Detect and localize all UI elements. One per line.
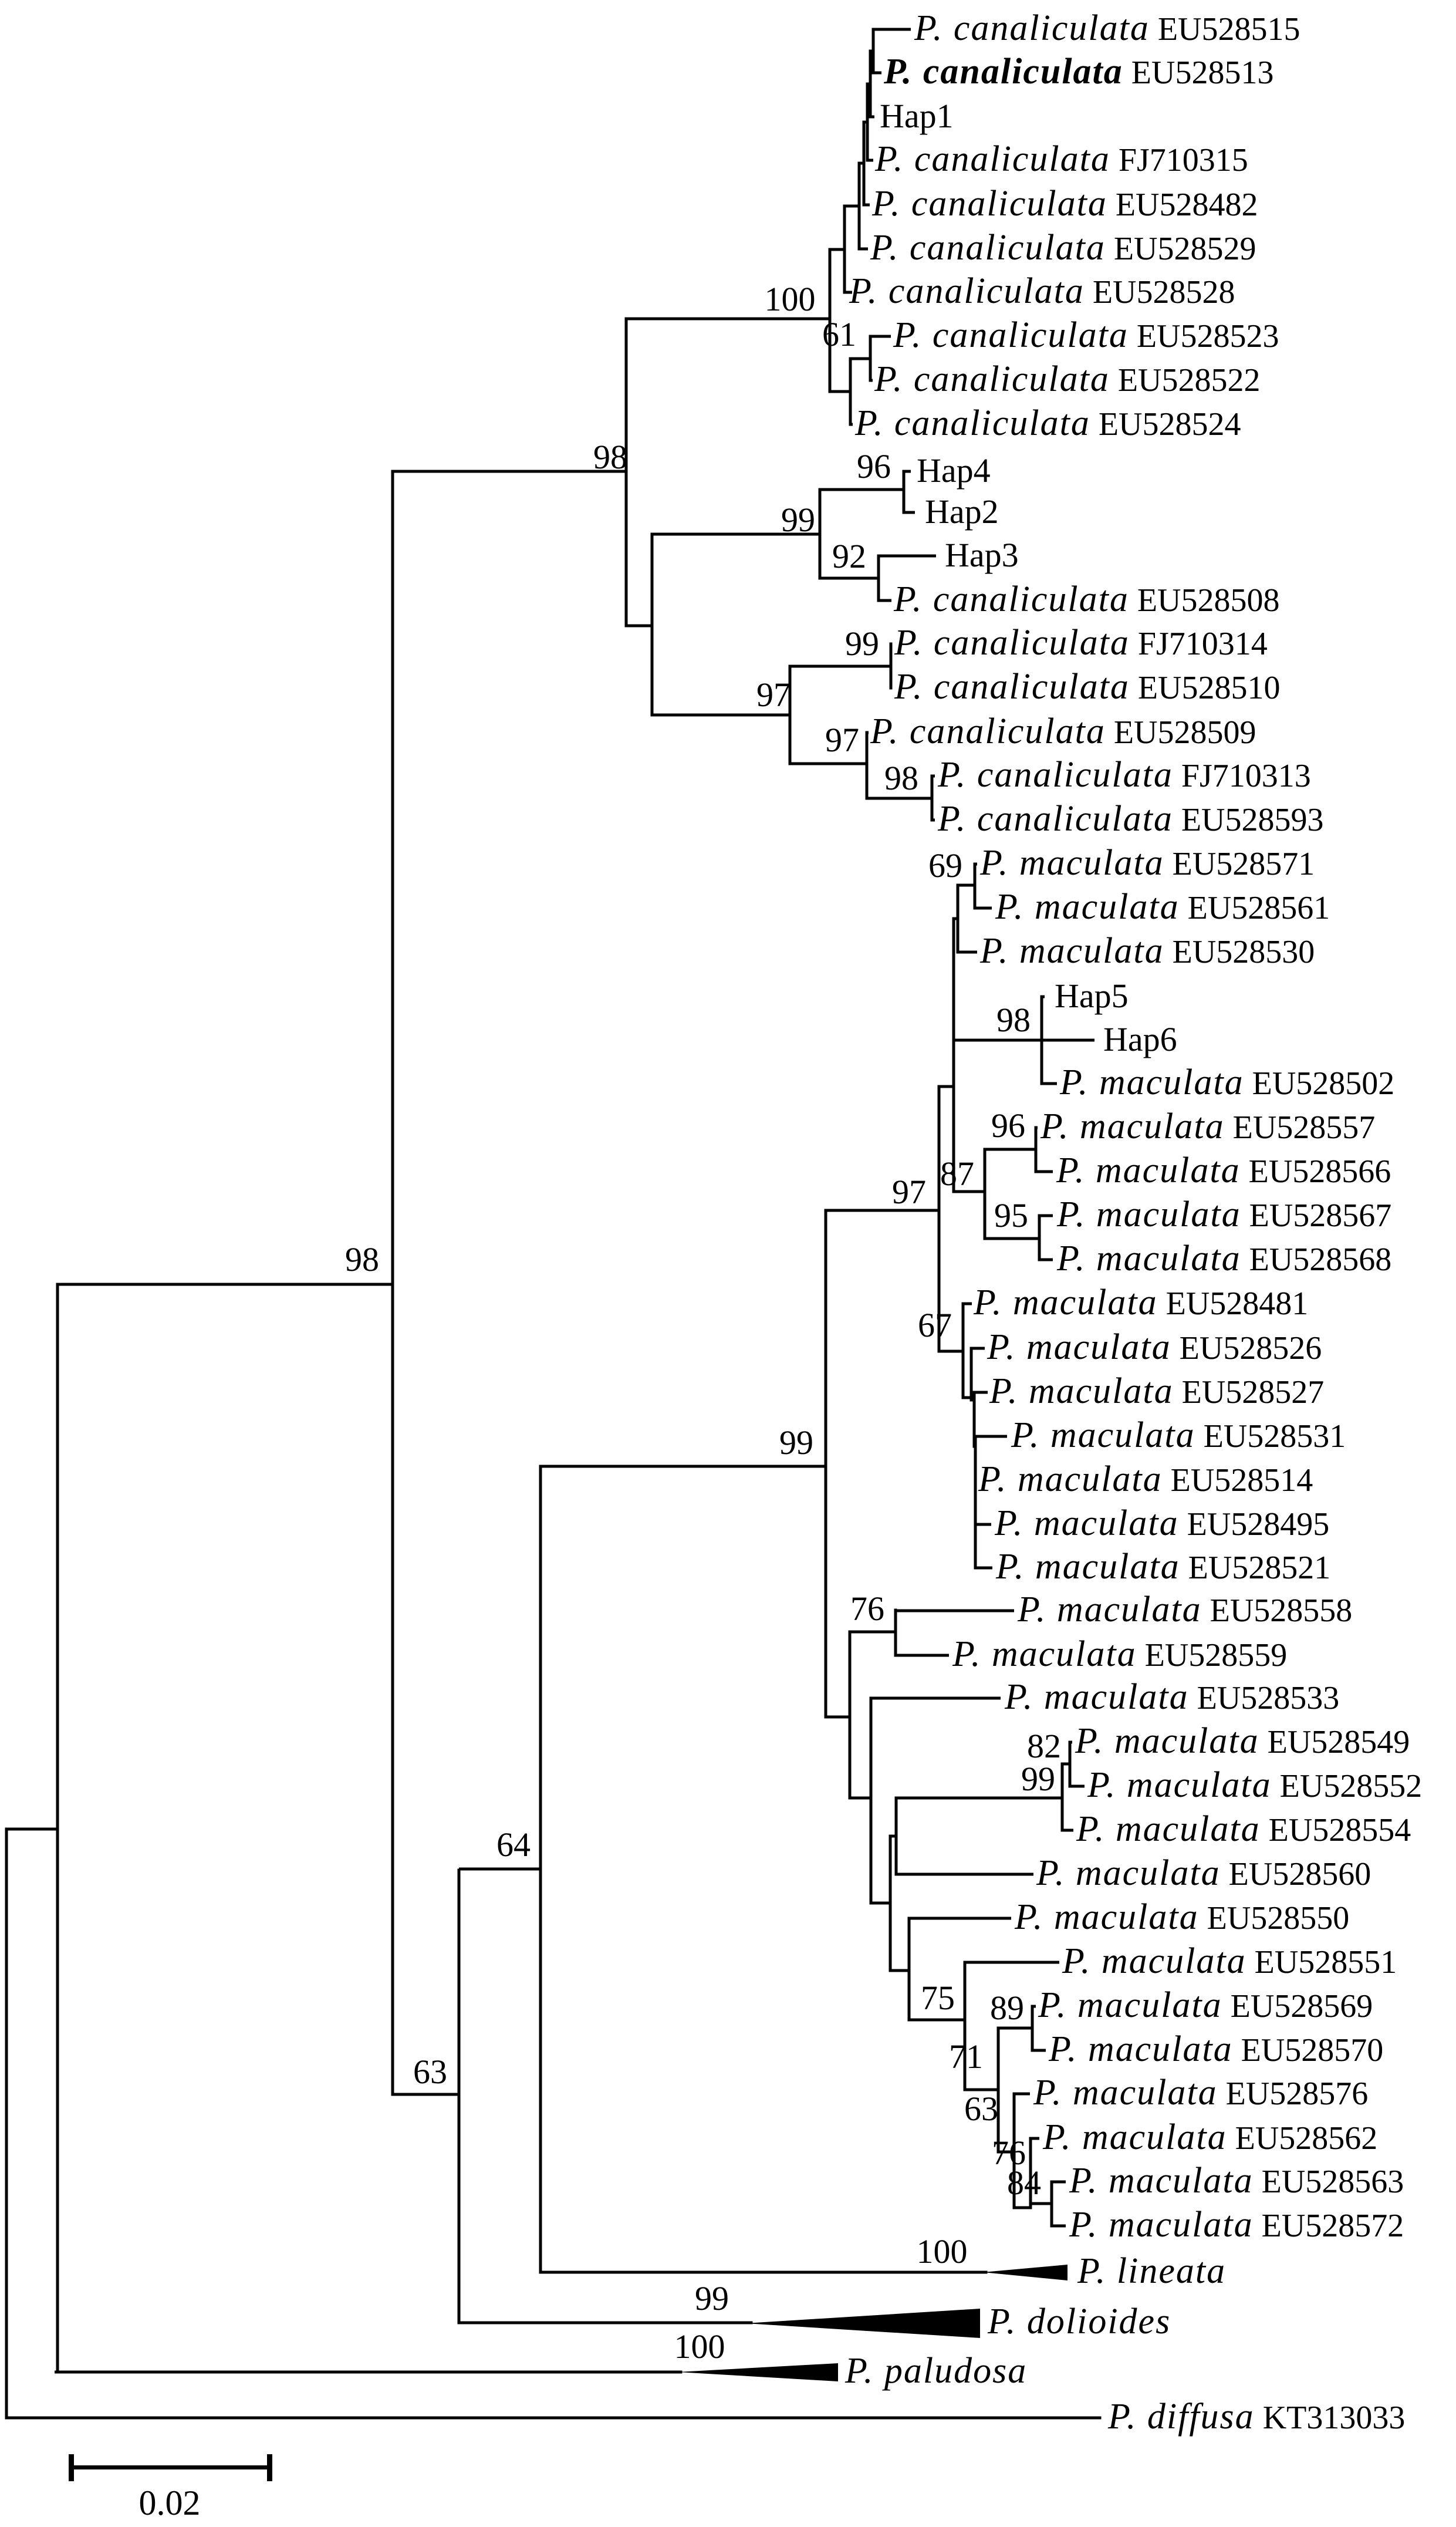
svg-text:84: 84: [1007, 2164, 1041, 2202]
svg-text:P. maculata EU528530: P. maculata EU528530: [979, 931, 1315, 971]
svg-text:Hap6: Hap6: [1103, 1020, 1177, 1058]
svg-text:Hap4: Hap4: [917, 451, 991, 490]
svg-text:P. maculata EU528560: P. maculata EU528560: [1036, 1853, 1371, 1893]
svg-text:P. maculata EU528495: P. maculata EU528495: [994, 1503, 1329, 1543]
svg-text:P. maculata EU528550: P. maculata EU528550: [1014, 1897, 1349, 1937]
svg-text:P. dolioides: P. dolioides: [987, 2302, 1171, 2342]
svg-text:64: 64: [496, 1826, 531, 1864]
svg-text:96: 96: [991, 1106, 1025, 1145]
svg-text:P. canaliculata EU528593: P. canaliculata EU528593: [937, 799, 1323, 839]
svg-text:P. maculata EU528526: P. maculata EU528526: [987, 1327, 1322, 1367]
svg-text:P. maculata EU528527: P. maculata EU528527: [989, 1371, 1324, 1411]
svg-text:Hap5: Hap5: [1055, 977, 1129, 1015]
svg-text:96: 96: [857, 447, 891, 485]
svg-text:71: 71: [949, 2037, 983, 2076]
svg-text:P. canaliculata FJ710313: P. canaliculata FJ710313: [937, 755, 1311, 795]
svg-text:100: 100: [674, 2327, 725, 2366]
svg-text:P. maculata EU528551: P. maculata EU528551: [1062, 1941, 1397, 1981]
svg-text:P. maculata EU528572: P. maculata EU528572: [1069, 2205, 1404, 2245]
svg-text:98: 98: [884, 759, 918, 797]
svg-text:99: 99: [845, 625, 879, 663]
svg-text:P. maculata EU528481: P. maculata EU528481: [973, 1283, 1308, 1322]
svg-text:67: 67: [918, 1306, 952, 1344]
svg-text:P. canaliculata EU528524: P. canaliculata EU528524: [854, 403, 1241, 443]
svg-text:P. maculata EU528521: P. maculata EU528521: [995, 1547, 1330, 1587]
svg-text:P. maculata EU528552: P. maculata EU528552: [1087, 1765, 1422, 1805]
svg-text:P. maculata EU528562: P. maculata EU528562: [1042, 2117, 1377, 2157]
svg-text:P. maculata EU528567: P. maculata EU528567: [1056, 1195, 1391, 1234]
svg-text:P. maculata EU528557: P. maculata EU528557: [1040, 1106, 1375, 1146]
svg-text:92: 92: [832, 537, 866, 575]
svg-text:P. canaliculata EU528482: P. canaliculata EU528482: [871, 184, 1258, 224]
svg-text:89: 89: [990, 1989, 1024, 2027]
svg-text:P. maculata EU528561: P. maculata EU528561: [995, 887, 1330, 927]
svg-text:82: 82: [1027, 1727, 1061, 1765]
svg-text:P. maculata EU528531: P. maculata EU528531: [1011, 1415, 1346, 1455]
svg-text:P. paludosa: P. paludosa: [844, 2351, 1027, 2391]
svg-text:P. canaliculata EU528510: P. canaliculata EU528510: [894, 667, 1280, 707]
svg-text:99: 99: [779, 1423, 813, 1462]
svg-text:Hap2: Hap2: [925, 492, 999, 531]
svg-text:95: 95: [994, 1196, 1028, 1234]
svg-text:0.02: 0.02: [139, 2484, 201, 2522]
svg-text:P. maculata EU528569: P. maculata EU528569: [1038, 1985, 1373, 2025]
svg-text:100: 100: [917, 2232, 968, 2270]
svg-text:Hap3: Hap3: [945, 536, 1019, 574]
svg-text:P. canaliculata EU528508: P. canaliculata EU528508: [893, 579, 1279, 619]
svg-text:P. maculata EU528576: P. maculata EU528576: [1033, 2073, 1368, 2113]
svg-text:P. maculata EU528558: P. maculata EU528558: [1017, 1590, 1352, 1629]
svg-text:99: 99: [1021, 1760, 1055, 1798]
svg-text:97: 97: [825, 721, 859, 759]
svg-text:75: 75: [921, 1979, 955, 2017]
svg-text:P. maculata EU528566: P. maculata EU528566: [1056, 1151, 1391, 1190]
svg-text:P. maculata EU528571: P. maculata EU528571: [979, 843, 1315, 883]
svg-text:69: 69: [928, 846, 962, 885]
svg-text:P. maculata EU528549: P. maculata EU528549: [1075, 1721, 1410, 1761]
svg-text:P. maculata EU528570: P. maculata EU528570: [1048, 2029, 1383, 2069]
svg-text:P. lineata: P. lineata: [1077, 2251, 1226, 2291]
svg-text:99: 99: [695, 2279, 729, 2317]
svg-text:99: 99: [781, 501, 815, 539]
svg-text:P. diffusa KT313033: P. diffusa KT313033: [1107, 2397, 1405, 2437]
svg-text:P. canaliculata EU528529: P. canaliculata EU528529: [870, 228, 1256, 268]
svg-text:98: 98: [345, 1240, 379, 1278]
svg-text:63: 63: [413, 2053, 447, 2091]
svg-text:P. canaliculata FJ710314: P. canaliculata FJ710314: [894, 623, 1268, 663]
svg-text:P. canaliculata EU528528: P. canaliculata EU528528: [849, 271, 1235, 311]
svg-text:97: 97: [756, 676, 791, 714]
svg-text:P. maculata EU528533: P. maculata EU528533: [1004, 1677, 1339, 1717]
svg-text:97: 97: [892, 1173, 926, 1211]
svg-text:76: 76: [850, 1590, 884, 1628]
svg-text:P. maculata EU528514: P. maculata EU528514: [978, 1459, 1313, 1499]
svg-text:P. canaliculata FJ710315: P. canaliculata FJ710315: [874, 139, 1248, 179]
svg-text:P. maculata EU528559: P. maculata EU528559: [952, 1634, 1287, 1674]
svg-text:P. maculata EU528568: P. maculata EU528568: [1056, 1239, 1391, 1278]
svg-text:76: 76: [992, 2134, 1026, 2172]
svg-text:61: 61: [822, 315, 856, 353]
svg-text:P. canaliculata EU528513: P. canaliculata EU528513: [883, 52, 1273, 92]
svg-text:98: 98: [593, 438, 627, 476]
svg-text:P. canaliculata EU528509: P. canaliculata EU528509: [870, 711, 1256, 751]
svg-text:87: 87: [940, 1155, 974, 1193]
svg-text:Hap1: Hap1: [880, 97, 954, 135]
svg-text:P. canaliculata EU528515: P. canaliculata EU528515: [914, 8, 1300, 48]
svg-text:P. maculata EU528554: P. maculata EU528554: [1076, 1809, 1411, 1849]
svg-text:P. canaliculata EU528523: P. canaliculata EU528523: [893, 315, 1279, 355]
svg-text:P. maculata EU528502: P. maculata EU528502: [1059, 1062, 1394, 1102]
svg-text:63: 63: [964, 2090, 998, 2128]
svg-text:98: 98: [996, 1001, 1031, 1039]
svg-text:100: 100: [765, 280, 816, 318]
svg-text:P. maculata EU528563: P. maculata EU528563: [1069, 2161, 1404, 2201]
svg-text:P. canaliculata EU528522: P. canaliculata EU528522: [874, 359, 1260, 399]
